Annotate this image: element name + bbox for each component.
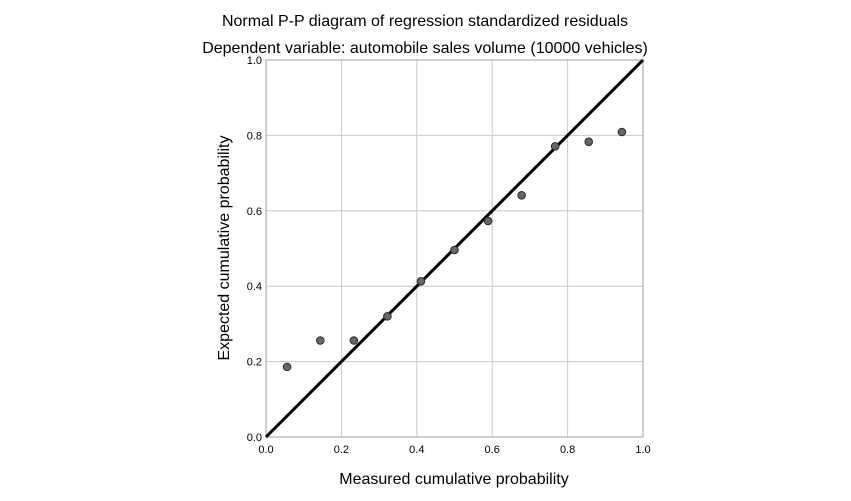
data-point <box>383 312 392 321</box>
data-point <box>550 142 560 151</box>
chart-title: Normal P-P diagram of regression standar… <box>222 13 628 30</box>
data-points <box>282 127 627 372</box>
y-tick-label: 1.0 <box>247 55 262 67</box>
data-point <box>349 336 359 345</box>
data-point <box>416 276 426 286</box>
x-tick-label: 0.8 <box>560 444 575 456</box>
data-point <box>483 216 493 226</box>
grid-lines <box>266 60 643 437</box>
x-tick-label: 0.0 <box>258 444 273 456</box>
data-point <box>517 191 526 200</box>
y-tick-label: 0.2 <box>247 357 262 369</box>
x-tick-labels: 0.0 0.2 0.4 0.6 0.8 1.0 <box>258 444 650 456</box>
data-point <box>617 127 627 137</box>
plot-frame <box>265 59 644 438</box>
y-tick-labels: 0.0 0.2 0.4 0.6 0.8 1.0 <box>247 55 262 444</box>
y-tick-label: 0.4 <box>247 281 262 293</box>
data-point <box>282 362 292 372</box>
y-tick-label: 0.0 <box>247 432 262 444</box>
y-axis-title: Expected cumulative probability <box>216 135 233 360</box>
y-tick-label: 0.8 <box>247 130 262 142</box>
x-axis-title: Measured cumulative probability <box>339 471 568 488</box>
y-tick-label: 0.6 <box>247 206 262 218</box>
chart-subtitle: Dependent variable: automobile sales vol… <box>202 40 648 57</box>
data-point <box>450 245 459 255</box>
x-tick-label: 0.6 <box>485 444 500 456</box>
data-point <box>315 336 325 345</box>
x-tick-label: 0.2 <box>334 444 349 456</box>
x-tick-label: 1.0 <box>635 444 650 456</box>
data-point <box>584 137 594 147</box>
x-tick-label: 0.4 <box>409 444 424 456</box>
